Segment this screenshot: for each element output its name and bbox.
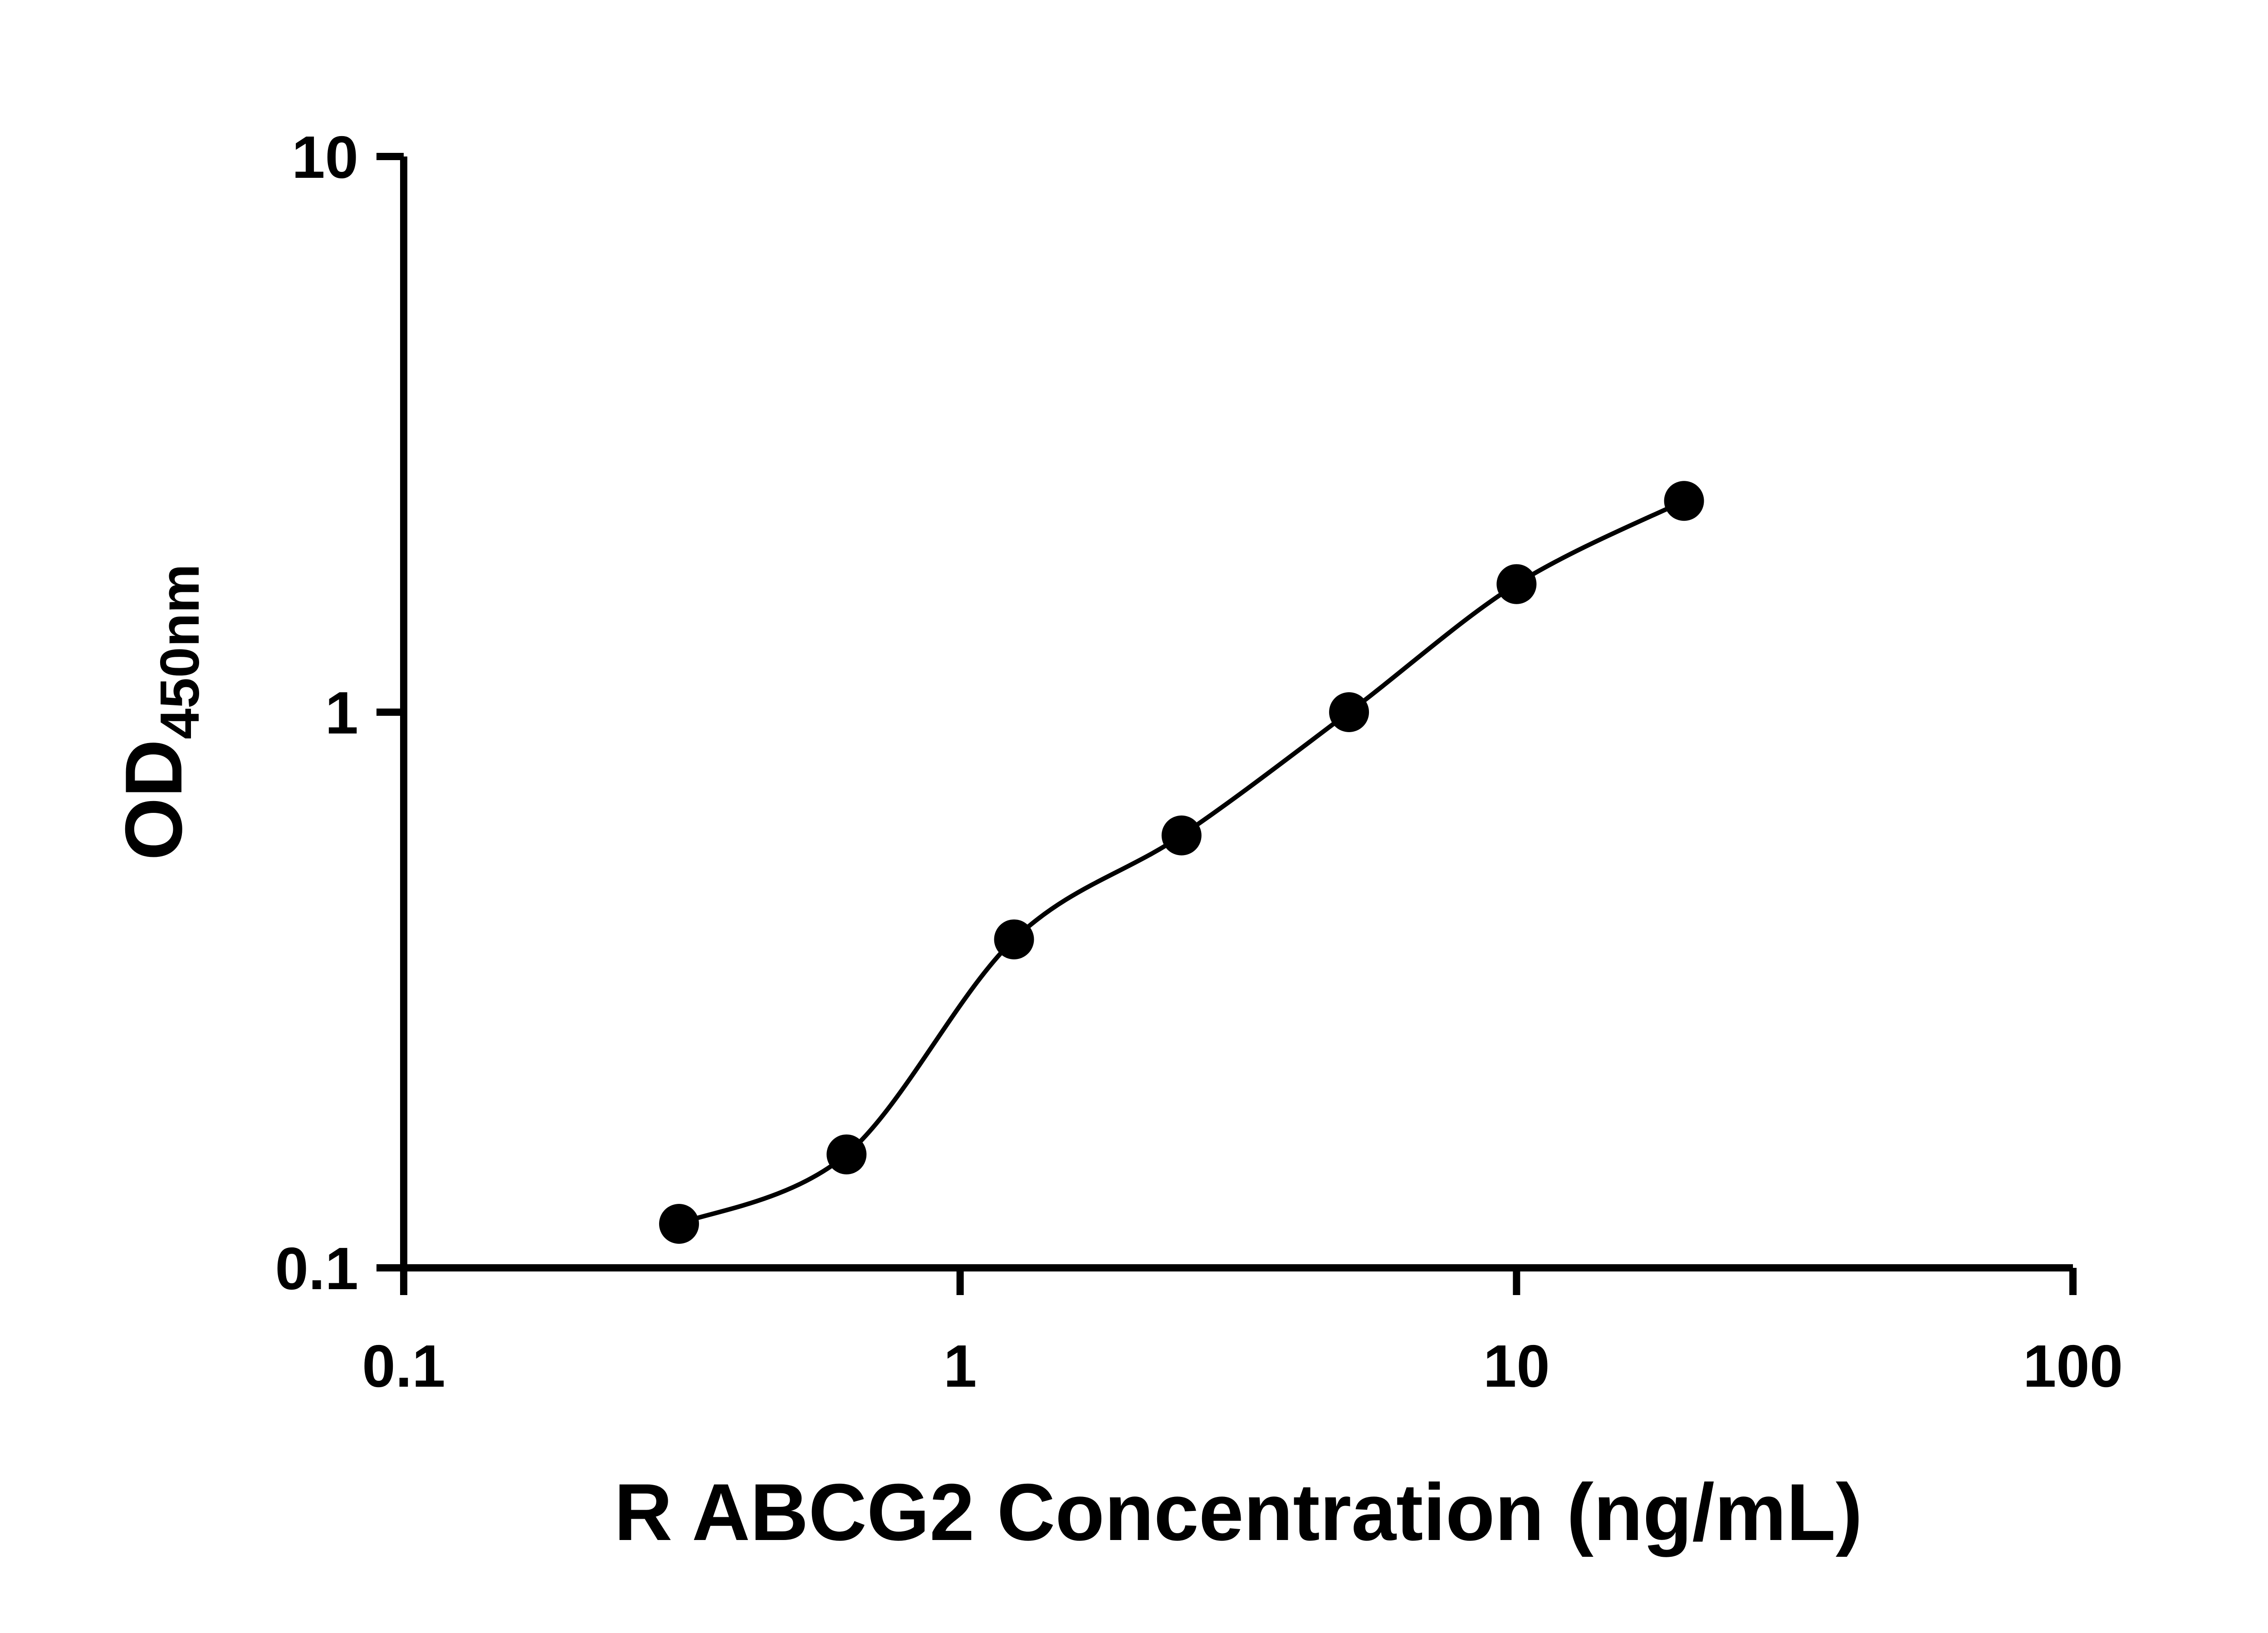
data-point <box>1496 564 1537 604</box>
data-point <box>826 1134 867 1174</box>
y-tick-label: 10 <box>292 124 358 191</box>
data-point <box>1161 815 1202 856</box>
data-point <box>994 919 1034 959</box>
fit-curve <box>678 499 1685 1226</box>
y-axis-title-main: OD <box>108 739 199 861</box>
x-tick-label: 10 <box>1483 1333 1550 1399</box>
y-axis-title-sub: 450nm <box>149 564 210 739</box>
plot-area: 0.1 1 10 100 0.1 1 10 <box>275 124 2123 1399</box>
data-point <box>1664 481 1704 521</box>
y-tick-label: 0.1 <box>275 1235 359 1302</box>
y-axis-title: OD450nm <box>108 564 210 861</box>
x-tick-label: 0.1 <box>362 1333 445 1399</box>
x-tick-label: 1 <box>943 1333 977 1399</box>
data-point <box>1329 692 1369 732</box>
y-tick-label: 1 <box>325 680 358 746</box>
x-axis-title: R ABCG2 Concentration (ng/mL) <box>614 1467 1862 1557</box>
data-point <box>659 1204 699 1244</box>
x-tick-label: 100 <box>2023 1333 2123 1399</box>
